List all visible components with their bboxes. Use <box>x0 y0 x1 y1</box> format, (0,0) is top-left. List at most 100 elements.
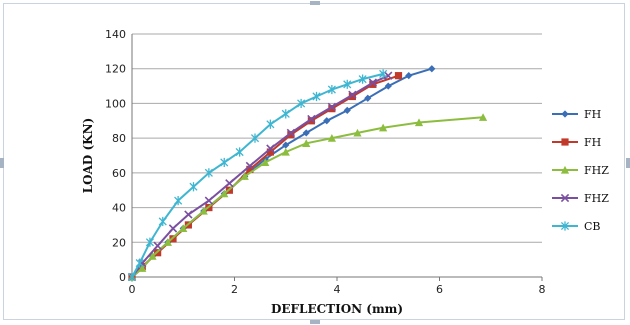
y-tick-label: 40 <box>112 202 126 215</box>
data-point <box>353 128 362 137</box>
gridlines <box>132 33 542 278</box>
legend-swatch-marker <box>560 193 570 203</box>
legend-item: FHZ <box>552 192 609 205</box>
data-point <box>307 117 315 125</box>
data-point <box>323 117 331 125</box>
data-point <box>220 189 229 198</box>
resize-handle-left[interactable] <box>0 158 4 168</box>
data-point <box>235 147 244 157</box>
series-4 <box>127 69 388 282</box>
y-axis-title: LOAD (KN) <box>81 118 95 194</box>
data-point <box>245 161 255 171</box>
y-tick-label: 0 <box>119 271 126 284</box>
data-point <box>368 78 378 87</box>
legend-swatch-marker <box>561 110 569 118</box>
data-point <box>343 79 352 89</box>
data-point <box>266 144 275 153</box>
data-point <box>225 179 234 188</box>
resize-handle-top[interactable] <box>310 1 320 5</box>
chart-frame: 0 20 40 60 80 100 120 140 0 2 4 6 8 FH FH FHZ FHZ CB DEF… <box>3 3 625 320</box>
data-point <box>281 109 290 119</box>
data-point <box>138 264 147 272</box>
x-tick-label: 0 <box>129 283 136 296</box>
data-point <box>163 238 172 246</box>
data-point <box>220 157 229 168</box>
data-point <box>282 141 290 149</box>
y-tick-label: 140 <box>105 28 126 41</box>
series-3 <box>127 71 393 282</box>
data-point <box>307 114 316 124</box>
data-point <box>414 118 424 127</box>
legend-item: FH <box>552 108 601 121</box>
legend-item: CB <box>552 220 601 233</box>
x-tick-label: 4 <box>334 283 341 296</box>
data-point <box>379 69 388 79</box>
data-point <box>199 206 208 215</box>
legend-swatch-marker <box>560 165 570 174</box>
legend-swatch-marker <box>561 138 569 146</box>
data-point <box>328 105 336 113</box>
data-point <box>240 172 249 180</box>
legend-label: FHZ <box>584 192 609 205</box>
y-tick-label: 20 <box>112 236 126 249</box>
data-point <box>281 147 290 156</box>
data-point <box>153 241 162 250</box>
legend-label: FHZ <box>584 164 609 177</box>
data-point <box>189 182 198 192</box>
data-point <box>327 84 336 95</box>
legend-item: FHZ <box>552 164 609 177</box>
data-point <box>394 72 403 80</box>
data-point <box>261 158 270 167</box>
data-point <box>312 91 321 102</box>
data-point <box>246 165 254 173</box>
data-point <box>286 128 296 138</box>
x-tick-label: 8 <box>539 283 546 296</box>
y-tick-label: 120 <box>105 63 126 76</box>
data-point <box>364 94 372 102</box>
data-point <box>379 123 388 132</box>
data-point <box>384 82 392 90</box>
x-tick-label: 2 <box>231 283 238 296</box>
data-point <box>158 216 167 227</box>
legend-label: CB <box>584 220 601 233</box>
resize-handle-right[interactable] <box>626 158 630 168</box>
series-line <box>131 116 484 278</box>
data-point <box>384 71 393 80</box>
legend-swatch-marker <box>560 221 570 231</box>
series-line <box>131 72 384 278</box>
data-point <box>266 148 274 156</box>
data-point <box>168 224 178 233</box>
data-point <box>127 272 137 282</box>
data-point <box>204 168 213 178</box>
x-axis-title: DEFLECTION (mm) <box>271 302 403 316</box>
series-line <box>131 74 399 278</box>
data-point <box>302 129 310 137</box>
resize-handle-bottom[interactable] <box>310 320 320 324</box>
data-point <box>145 237 154 247</box>
data-point <box>369 80 377 88</box>
data-point <box>135 258 144 268</box>
data-point <box>174 196 183 206</box>
data-point <box>478 113 488 121</box>
data-point <box>348 92 356 101</box>
data-point <box>287 131 295 139</box>
axes: 0 20 40 60 80 100 120 140 0 2 4 6 8 <box>105 28 546 296</box>
data-point <box>184 210 193 219</box>
data-point <box>297 98 306 109</box>
y-tick-label: 60 <box>112 167 126 180</box>
data-point <box>204 196 214 205</box>
data-point <box>179 224 188 232</box>
y-tick-label: 100 <box>105 97 126 110</box>
data-point <box>250 133 260 143</box>
legend-label: FH <box>584 136 601 149</box>
data-point <box>327 134 336 142</box>
data-point <box>428 65 436 73</box>
x-tick-label: 6 <box>436 283 443 296</box>
data-point <box>405 72 413 80</box>
series-line <box>131 74 389 278</box>
data-point <box>358 74 367 84</box>
data-point <box>302 139 311 147</box>
y-tick-label: 80 <box>112 132 126 145</box>
legend: FH FH FHZ FHZ CB <box>552 108 609 233</box>
series-group <box>127 65 488 282</box>
